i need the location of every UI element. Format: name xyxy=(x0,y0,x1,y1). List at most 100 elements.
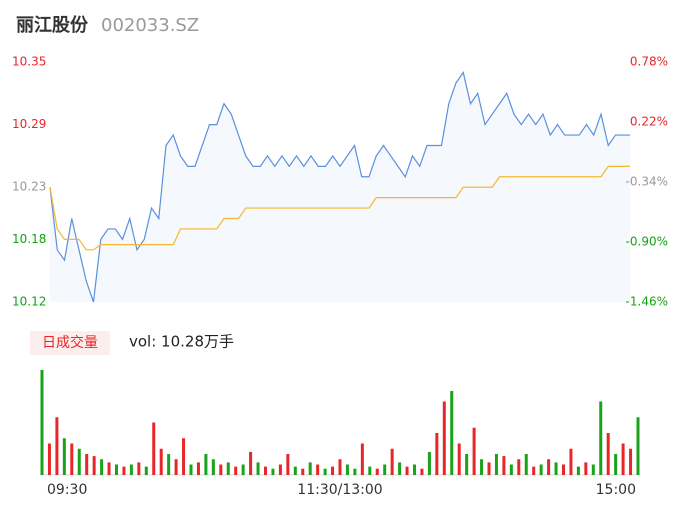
volume-bar xyxy=(55,417,59,475)
volume-bar xyxy=(368,466,372,475)
y2-tick-label: -0.34% xyxy=(626,175,668,189)
price-line xyxy=(49,70,630,303)
volume-bar xyxy=(115,464,118,475)
volume-bar xyxy=(174,459,178,475)
volume-bar xyxy=(249,451,253,475)
volume-bar xyxy=(219,464,223,475)
volume-bar xyxy=(554,462,558,475)
volume-bar xyxy=(100,459,104,475)
volume-badge xyxy=(30,331,110,355)
volume-bar xyxy=(77,448,81,475)
x-tick-label: 15:00 xyxy=(596,482,636,498)
volume-bar xyxy=(107,462,111,475)
volume-bar xyxy=(70,443,74,475)
volume-bar xyxy=(450,391,454,475)
y-tick-label: 10.29 xyxy=(12,117,46,131)
y-tick-label: 10.23 xyxy=(12,180,46,194)
volume-bar xyxy=(576,466,580,475)
volume-bar xyxy=(182,438,186,475)
volume-bar xyxy=(278,464,282,475)
volume-bar xyxy=(435,433,439,475)
volume-bar xyxy=(204,454,208,475)
volume-bar xyxy=(636,417,640,475)
volume-bar xyxy=(465,454,469,475)
volume-bar xyxy=(316,464,320,475)
volume-bar xyxy=(569,448,573,475)
volume-bar xyxy=(591,464,595,475)
volume-bar xyxy=(413,464,416,475)
volume-bar xyxy=(517,459,521,475)
volume-bar xyxy=(584,462,588,475)
volume-bar xyxy=(271,468,275,475)
volume-bar xyxy=(606,433,610,475)
volume-label: 日成交量 xyxy=(42,334,98,351)
volume-bar xyxy=(189,464,193,475)
volume-bar xyxy=(331,466,335,475)
volume-bar xyxy=(524,454,528,475)
volume-bar xyxy=(405,466,409,475)
average-line xyxy=(49,165,630,251)
volume-bar xyxy=(472,427,476,475)
volume-bar xyxy=(457,443,461,475)
volume-bar xyxy=(345,464,349,475)
volume-bar xyxy=(532,466,536,475)
x-tick-label: 09:30 xyxy=(47,482,87,498)
volume-bar xyxy=(308,462,312,475)
y2-tick-label: -0.90% xyxy=(626,235,668,249)
volume-bar xyxy=(137,462,141,475)
volume-bar xyxy=(122,466,126,475)
volume-bar xyxy=(375,468,379,475)
volume-bar xyxy=(509,464,513,475)
volume-bar xyxy=(353,468,357,475)
volume-total: vol: 10.28万手 xyxy=(129,333,234,351)
y-tick-label: 10.12 xyxy=(12,295,46,309)
price-area xyxy=(50,72,630,302)
y2-tick-label: 0.78% xyxy=(630,55,668,69)
volume-bar xyxy=(547,459,551,475)
volume-bar xyxy=(599,401,603,475)
volume-bar xyxy=(40,370,44,475)
volume-bar xyxy=(47,443,51,475)
volume-bar xyxy=(338,459,342,475)
volume-bar xyxy=(562,464,565,475)
volume-bar xyxy=(159,448,163,475)
volume-bar xyxy=(427,451,431,475)
volume-bar xyxy=(442,401,446,475)
stock-name: 丽江股份 xyxy=(16,14,89,36)
volume-bar xyxy=(62,438,66,475)
volume-bar xyxy=(144,466,148,475)
volume-bar xyxy=(480,459,484,475)
volume-bar xyxy=(92,456,96,475)
volume-bar xyxy=(129,464,133,475)
volume-bar xyxy=(390,448,394,475)
volume-bar xyxy=(211,459,215,475)
volume-bar xyxy=(539,464,543,475)
volume-bar xyxy=(323,468,327,475)
y2-tick-label: 0.22% xyxy=(630,115,668,129)
volume-bar xyxy=(420,468,424,475)
stock-code: 002033.SZ xyxy=(101,15,199,36)
volume-bar xyxy=(264,466,267,475)
volume-bar xyxy=(241,464,245,475)
volume-bar xyxy=(494,454,498,475)
volume-bar xyxy=(360,443,364,475)
y-tick-label: 10.18 xyxy=(12,232,46,246)
volume-bar xyxy=(152,422,156,475)
volume-bar xyxy=(196,462,200,475)
volume-bar xyxy=(621,443,625,475)
volume-bar xyxy=(398,462,402,475)
volume-bar xyxy=(629,448,633,475)
volume-bar xyxy=(383,464,387,475)
volume-bar xyxy=(487,462,491,475)
volume-bar xyxy=(167,454,171,475)
y-tick-label: 10.35 xyxy=(12,55,46,69)
volume-bar xyxy=(614,454,618,475)
volume-bar xyxy=(293,466,297,475)
x-tick-label: 11:30/13:00 xyxy=(297,482,382,498)
volume-bar xyxy=(234,466,238,475)
volume-bar xyxy=(226,462,230,475)
volume-bar xyxy=(256,462,260,475)
volume-bar xyxy=(502,456,506,475)
volume-bar xyxy=(301,468,305,475)
